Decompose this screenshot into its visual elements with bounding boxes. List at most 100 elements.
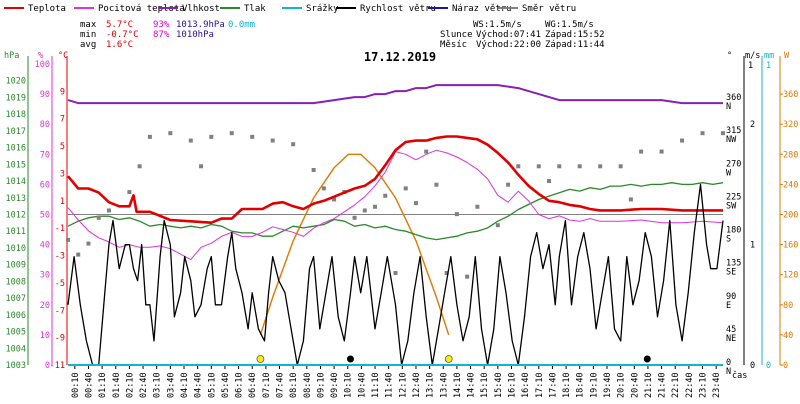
time-tick-label: 08:40 (303, 372, 313, 398)
humidity-tick-label: 70 (40, 150, 50, 160)
solar-tick-label: 40 (783, 331, 793, 341)
time-tick-label: 02:40 (139, 372, 149, 398)
time-tick-label: 08:10 (289, 372, 299, 398)
wind-direction-point (373, 204, 378, 209)
wind-direction-point (577, 164, 582, 169)
wind-direction-point (506, 182, 511, 187)
series-line-tlak (67, 182, 724, 241)
stat-max-label: max (80, 20, 97, 30)
time-tick-label: 04:40 (194, 372, 204, 398)
temperature-tick-label: 5 (60, 142, 65, 152)
axis-unit-mm: mm (764, 51, 774, 61)
stat-min-temp: -0.7°C (106, 30, 139, 40)
pressure-tick-label: 1008 (6, 277, 26, 287)
solar-tick-label: 240 (783, 180, 798, 190)
direction-tick-label: 45 (726, 325, 736, 335)
wind-direction-point (229, 131, 234, 136)
wind-direction-point (424, 149, 429, 154)
time-tick-label: 01:10 (98, 372, 108, 398)
wind-direction-point (270, 138, 275, 143)
legend-label: Směr větru (522, 4, 576, 14)
legend-label: Srážky (306, 4, 339, 14)
series-line-pocitov-teplota (67, 149, 724, 261)
axis-unit-deg: ° (727, 51, 732, 61)
time-tick-label: 10:40 (357, 372, 367, 398)
pressure-tick-label: 1016 (6, 144, 26, 154)
direction-tick-label: SE (726, 268, 736, 278)
time-tick-label: 00:40 (84, 372, 94, 398)
wind-direction-point (332, 197, 337, 202)
wind-direction-point (465, 274, 470, 279)
time-tick-label: 00:10 (71, 372, 81, 398)
time-tick-label: 11:10 (371, 372, 381, 398)
time-tick-label: 09:40 (330, 372, 340, 398)
direction-tick-label: N (726, 367, 731, 377)
axis-unit-degc: °C (58, 51, 68, 61)
legend-label: Teplota (28, 4, 66, 14)
humidity-tick-label: 0 (45, 361, 50, 371)
time-tick-label: 03:40 (166, 372, 176, 398)
direction-tick-label: 360 (726, 93, 741, 103)
time-tick-label: 22:40 (685, 372, 695, 398)
wind-direction-point (66, 237, 70, 242)
stat-wg: WG:1.5m/s (545, 20, 594, 30)
sun-label: Slunce (440, 30, 473, 40)
time-tick-label: 10:10 (344, 372, 354, 398)
pressure-tick-label: 1015 (6, 160, 26, 170)
time-tick-label: 19:40 (603, 372, 613, 398)
pressure-tick-label: 1005 (6, 328, 26, 338)
temperature-tick-label: -5 (55, 279, 65, 289)
time-tick-label: 23:40 (712, 372, 722, 398)
direction-tick-label: NW (726, 135, 737, 145)
plot-marks (66, 84, 725, 366)
moon-marker (346, 355, 354, 363)
humidity-tick-label: 90 (40, 90, 50, 100)
wind-direction-point (700, 131, 705, 136)
pressure-tick-label: 1017 (6, 127, 26, 137)
axis-unit-ms: m/s (745, 51, 760, 61)
time-tick-label: 14:40 (467, 372, 477, 398)
stat-max-temp: 5.7°C (106, 20, 133, 30)
wind-direction-point (188, 138, 193, 143)
temperature-tick-label: -9 (55, 334, 65, 344)
temperature-tick-label: 3 (60, 169, 65, 179)
stat-avg-label: avg (80, 40, 96, 50)
wind-direction-point (721, 131, 725, 136)
wind-direction-point (393, 271, 398, 276)
legend-label: Rychlost větru (360, 4, 436, 14)
axis-unit-watt: W (784, 51, 790, 61)
time-tick-label: 16:10 (507, 372, 517, 398)
time-tick-label: 18:10 (562, 372, 572, 398)
wind-direction-point (434, 182, 439, 187)
stat-ws: WS:1.5m/s (473, 20, 522, 30)
humidity-tick-label: 50 (40, 211, 50, 221)
time-tick-label: 19:10 (589, 372, 599, 398)
solar-tick-label: 120 (783, 271, 798, 281)
stat-avg-temp: 1.6°C (106, 40, 133, 50)
time-tick-label: 06:10 (235, 372, 245, 398)
direction-tick-label: 315 (726, 126, 741, 136)
stat-min-hum: 87% (153, 30, 170, 40)
temperature-tick-label: 7 (60, 115, 65, 125)
temperature-tick-label: -11 (50, 361, 65, 371)
wind-direction-point (454, 212, 459, 217)
time-tick-label: 11:40 (385, 372, 395, 398)
time-tick-label: 20:10 (617, 372, 627, 398)
solar-tick-label: 360 (783, 90, 798, 100)
axis-ticks: 1003100410051006100710081009101010111012… (6, 60, 799, 398)
time-tick-label: 06:40 (248, 372, 258, 398)
time-tick-label: 14:10 (453, 372, 463, 398)
solar-tick-label: 320 (783, 120, 798, 130)
pressure-tick-label: 1010 (6, 244, 26, 254)
time-tick-label: 20:40 (630, 372, 640, 398)
stats-block: max 5.7°C 93% 1013.9hPa 0.0mm min -0.7°C… (80, 20, 605, 50)
humidity-tick-label: 10 (40, 331, 50, 341)
temperature-tick-label: -7 (55, 306, 65, 316)
wind-direction-point (495, 223, 500, 228)
time-tick-label: 21:10 (644, 372, 654, 398)
wind-direction-point (321, 186, 326, 191)
wind-direction-point (137, 164, 142, 169)
direction-tick-label: 225 (726, 192, 741, 202)
direction-tick-label: 90 (726, 292, 736, 302)
